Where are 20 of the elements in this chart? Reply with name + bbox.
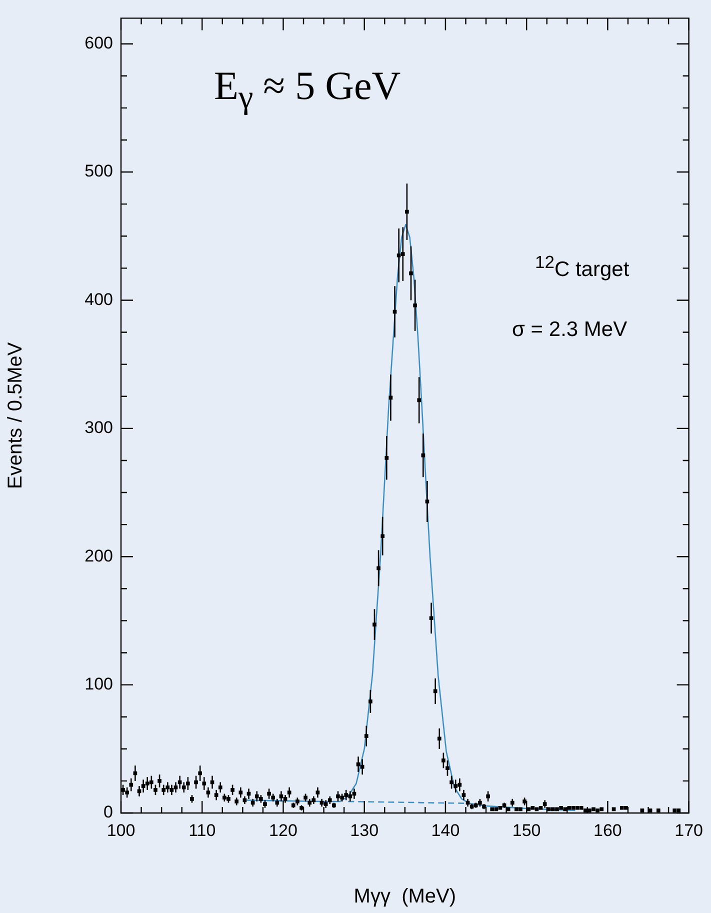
x-tick-label: 150	[512, 820, 541, 840]
y-tick-label: 0	[104, 802, 113, 822]
annotation: σ = 2.3 MeV	[512, 318, 628, 342]
x-tick-label: 120	[269, 820, 298, 840]
x-tick-label: 110	[188, 820, 216, 840]
x-axis-title: Mγγ (MeV)	[354, 886, 456, 908]
y-tick-label: 600	[84, 34, 113, 53]
y-tick-label: 500	[84, 162, 113, 181]
x-tick-label: 100	[106, 820, 136, 840]
x-tick-label: 140	[431, 820, 460, 840]
y-tick-label: 100	[84, 674, 113, 694]
y-tick-label: 300	[84, 418, 113, 438]
y-axis-title: Events / 0.5MeV	[4, 342, 27, 489]
x-tick-label: 160	[594, 820, 622, 840]
y-tick-label: 400	[84, 290, 113, 309]
x-tick-label: 130	[350, 820, 379, 840]
annotation: $^{12}$C target	[535, 252, 630, 282]
y-tick-label: 200	[84, 546, 113, 566]
x-tick-label: 170	[674, 820, 704, 840]
annotation: E$_{γ}$ ≈ 5 GeV	[214, 62, 401, 117]
